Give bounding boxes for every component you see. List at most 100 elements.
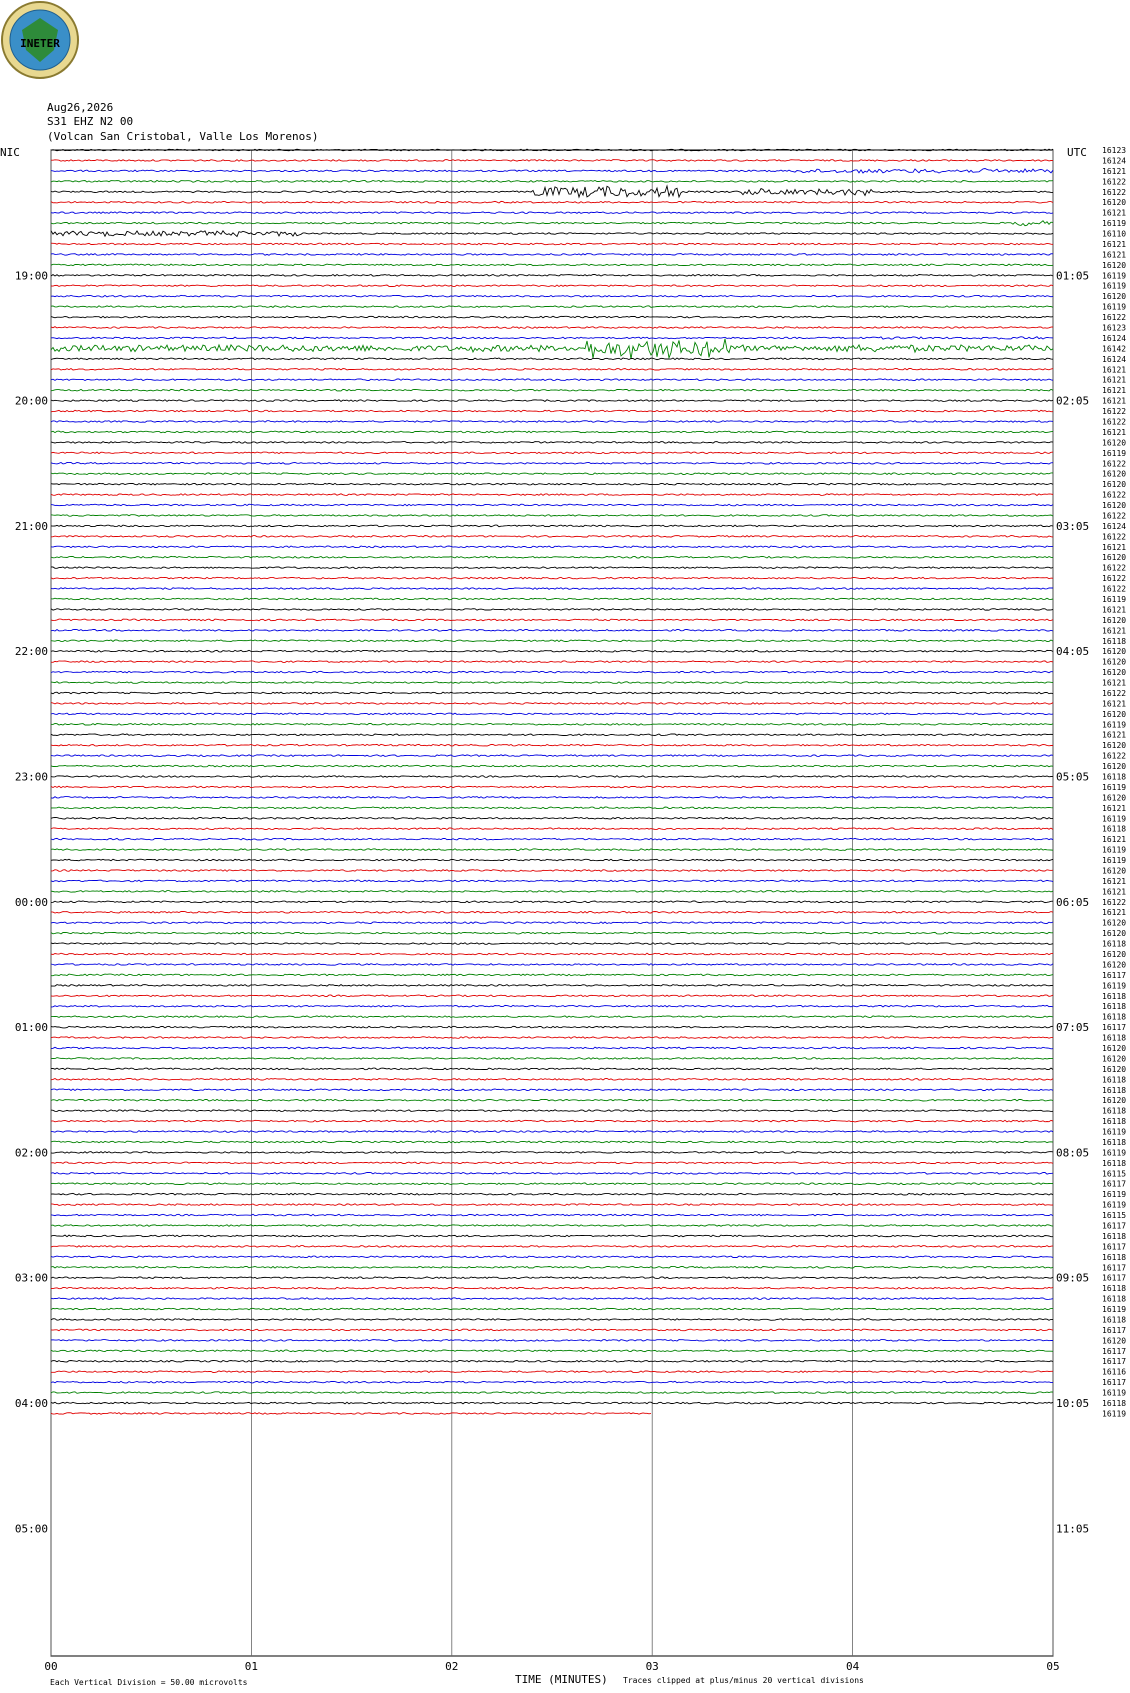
trace-number: 16121 [1102, 835, 1126, 844]
trace-number: 16122 [1102, 898, 1126, 907]
right-hour-label: 07:05 [1056, 1021, 1089, 1034]
trace [51, 295, 1053, 297]
trace-number: 16121 [1102, 428, 1126, 437]
trace [51, 588, 1053, 590]
trace-number: 16117 [1102, 1221, 1126, 1230]
trace-number: 16122 [1102, 313, 1126, 322]
trace [51, 1308, 1053, 1310]
trace [51, 186, 1053, 197]
trace-number: 16119 [1102, 1305, 1126, 1314]
trace-number: 16119 [1102, 1128, 1126, 1137]
trace [51, 1162, 1053, 1164]
trace [51, 891, 1053, 893]
left-hour-label: 01:00 [15, 1021, 48, 1034]
trace [51, 880, 1053, 882]
trace [51, 1371, 1053, 1373]
trace [51, 358, 1053, 360]
trace [51, 254, 1053, 256]
trace-number: 16124 [1102, 334, 1126, 343]
right-hour-label: 10:05 [1056, 1397, 1089, 1410]
trace-number: 16117 [1102, 1326, 1126, 1335]
trace-number: 16117 [1102, 1180, 1126, 1189]
trace [51, 463, 1053, 465]
trace-number: 16118 [1102, 940, 1126, 949]
trace-number: 16120 [1102, 438, 1126, 447]
trace-number: 16122 [1102, 417, 1126, 426]
trace-number: 16121 [1102, 605, 1126, 614]
trace [51, 1005, 1053, 1007]
trace-number: 16121 [1102, 209, 1126, 218]
right-hour-label: 05:05 [1056, 771, 1089, 784]
trace [51, 1298, 1053, 1300]
location: (Volcan San Cristobal, Valle Los Morenos… [47, 130, 319, 143]
trace-number: 16115 [1102, 1169, 1126, 1178]
x-tick-label: 00 [44, 1660, 57, 1673]
trace-number: 16121 [1102, 877, 1126, 886]
right-hour-label: 09:05 [1056, 1272, 1089, 1285]
trace [51, 1026, 1053, 1028]
trace-number: 16122 [1102, 188, 1126, 197]
trace-number: 16122 [1102, 585, 1126, 594]
trace [51, 797, 1053, 799]
trace [51, 1246, 1053, 1248]
trace-number: 16121 [1102, 376, 1126, 385]
trace-number: 16119 [1102, 1148, 1126, 1157]
trace-number: 16119 [1102, 1201, 1126, 1210]
trace-number: 16121 [1102, 679, 1126, 688]
trace [51, 504, 1053, 506]
date: Aug26,2026 [47, 101, 113, 114]
trace [51, 1016, 1053, 1018]
trace [51, 1225, 1053, 1227]
trace-number: 16119 [1102, 1409, 1126, 1418]
trace [51, 410, 1053, 412]
trace-number: 16123 [1102, 146, 1126, 155]
scale-note: Each Vertical Division = 50.00 microvolt… [50, 1678, 248, 1687]
trace-number: 16124 [1102, 156, 1126, 165]
trace-number: 16122 [1102, 407, 1126, 416]
trace [51, 849, 1053, 851]
trace-number: 16122 [1102, 459, 1126, 468]
trace-number: 16117 [1102, 1347, 1126, 1356]
trace-number: 16110 [1102, 230, 1126, 239]
trace-number: 16121 [1102, 626, 1126, 635]
left-hour-label: 04:00 [15, 1397, 48, 1410]
trace [51, 379, 1053, 381]
trace [51, 169, 1053, 174]
trace-number: 16118 [1102, 1138, 1126, 1147]
trace-number: 16122 [1102, 574, 1126, 583]
trace [51, 755, 1053, 757]
trace [51, 431, 1053, 433]
trace [51, 786, 1053, 788]
trace-number: 16120 [1102, 960, 1126, 969]
trace [51, 828, 1053, 830]
trace-number: 16115 [1102, 1211, 1126, 1220]
trace [51, 776, 1053, 778]
trace-number: 16119 [1102, 282, 1126, 291]
trace [51, 473, 1053, 475]
left-hour-label: 03:00 [15, 1272, 48, 1285]
trace [51, 160, 1053, 162]
trace [51, 243, 1053, 245]
trace [51, 421, 1053, 423]
trace [51, 1141, 1053, 1143]
trace-number: 16117 [1102, 1274, 1126, 1283]
trace [51, 1131, 1053, 1133]
trace-number: 16120 [1102, 919, 1126, 928]
trace-number: 16119 [1102, 1389, 1126, 1398]
trace-number: 16122 [1102, 511, 1126, 520]
trace-number: 16119 [1102, 814, 1126, 823]
trace [51, 1413, 651, 1415]
trace [51, 671, 1053, 673]
trace [51, 1267, 1053, 1269]
left-hour-label: 21:00 [15, 520, 48, 533]
trace-number: 16118 [1102, 1315, 1126, 1324]
trace [51, 1214, 1053, 1216]
trace [51, 1047, 1053, 1049]
trace-number: 16117 [1102, 1242, 1126, 1251]
trace-number: 16118 [1102, 1086, 1126, 1095]
trace [51, 818, 1053, 820]
plot-area: 00 01 02 03 04 0519:00 01:0520:00 02:0521:00 03:… [15, 146, 1126, 1673]
trace [51, 1277, 1053, 1279]
trace [51, 1256, 1053, 1258]
